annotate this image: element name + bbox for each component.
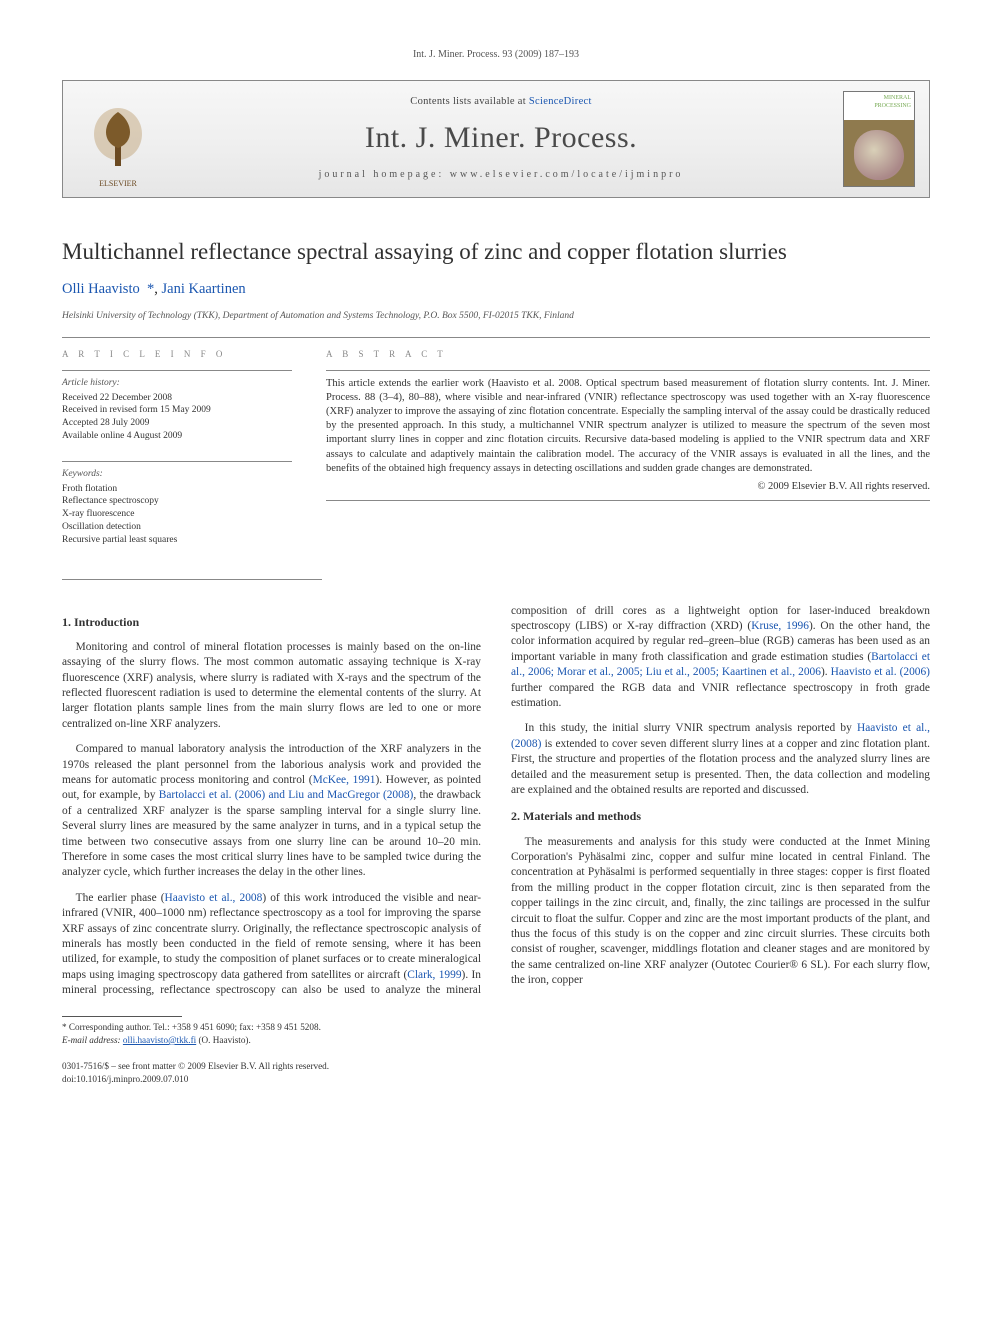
running-head: Int. J. Miner. Process. 93 (2009) 187–19… [62, 48, 930, 62]
sciencedirect-link[interactable]: ScienceDirect [529, 96, 592, 107]
abstract-text: This article extends the earlier work (H… [326, 377, 930, 476]
corresponding-footnote: * Corresponding author. Tel.: +358 9 451… [62, 1021, 930, 1046]
email-attribution: (O. Haavisto). [198, 1035, 250, 1045]
journal-cover-thumb: MINERAL PROCESSING [843, 91, 915, 187]
text-run: ). [821, 666, 831, 678]
corresponding-marker-icon: * [143, 281, 154, 297]
abstract-copyright: © 2009 Elsevier B.V. All rights reserved… [326, 480, 930, 494]
article-title: Multichannel reflectance spectral assayi… [62, 238, 930, 267]
keyword: Oscillation detection [62, 521, 292, 534]
section-heading-2: 2. Materials and methods [511, 808, 930, 824]
publisher-logo: ELSEVIER [63, 81, 173, 197]
body-paragraph: Compared to manual laboratory analysis t… [62, 742, 481, 881]
keywords-block: Keywords: Froth flotation Reflectance sp… [62, 468, 292, 547]
divider [326, 370, 930, 371]
cover-title: MINERAL PROCESSING [844, 92, 914, 120]
page-footer: 0301-7516/$ – see front matter © 2009 El… [62, 1060, 930, 1085]
keywords-label: Keywords: [62, 468, 292, 481]
publisher-name: ELSEVIER [99, 179, 137, 188]
history-item: Received in revised form 15 May 2009 [62, 404, 292, 417]
article-info-label: A R T I C L E I N F O [62, 348, 292, 360]
history-item: Accepted 28 July 2009 [62, 417, 292, 430]
abstract-label: A B S T R A C T [326, 348, 930, 360]
contents-available: Contents lists available at ScienceDirec… [173, 95, 829, 109]
footnote-text: Corresponding author. Tel.: +358 9 451 6… [69, 1022, 321, 1032]
front-matter-line: 0301-7516/$ – see front matter © 2009 El… [62, 1060, 930, 1072]
history-item: Received 22 December 2008 [62, 392, 292, 405]
keyword: X-ray fluorescence [62, 508, 292, 521]
email-label: E-mail address: [62, 1035, 121, 1045]
text-run: , the drawback of a centralized XRF anal… [62, 789, 481, 878]
affiliation: Helsinki University of Technology (TKK),… [62, 310, 930, 323]
contents-prefix: Contents lists available at [410, 96, 529, 107]
keyword: Recursive partial least squares [62, 534, 292, 547]
keyword: Reflectance spectroscopy [62, 495, 292, 508]
body-paragraph: Monitoring and control of mineral flotat… [62, 640, 481, 732]
article-history: Article history: Received 22 December 20… [62, 377, 292, 443]
divider [62, 461, 292, 462]
section-heading-1: 1. Introduction [62, 614, 481, 630]
homepage-prefix: journal homepage: [319, 169, 450, 180]
journal-name: Int. J. Miner. Process. [173, 118, 829, 159]
journal-homepage: journal homepage: www.elsevier.com/locat… [173, 168, 829, 182]
divider-short [62, 579, 322, 580]
doi-line: doi:10.1016/j.minpro.2009.07.010 [62, 1073, 930, 1085]
citation-link[interactable]: Haavisto et al., 2008 [165, 892, 263, 904]
body-paragraph: The measurements and analysis for this s… [511, 835, 930, 989]
author-2[interactable]: Jani Kaartinen [161, 281, 245, 297]
homepage-url: www.elsevier.com/locate/ijminpro [450, 169, 684, 180]
history-item: Available online 4 August 2009 [62, 430, 292, 443]
text-run: ) of this work introduced the visible an… [62, 892, 481, 981]
author-1[interactable]: Olli Haavisto [62, 281, 140, 297]
footnote-rule [62, 1016, 182, 1017]
citation-link[interactable]: Clark, 1999 [407, 969, 461, 981]
article-body: 1. Introduction Monitoring and control o… [62, 604, 930, 999]
author-list: Olli Haavisto *, Jani Kaartinen [62, 280, 930, 300]
citation-link[interactable]: McKee, 1991 [313, 774, 376, 786]
citation-link[interactable]: Kruse, 1996 [751, 620, 809, 632]
body-paragraph: In this study, the initial slurry VNIR s… [511, 721, 930, 798]
citation-link[interactable]: Haavisto et al. (2006) [831, 666, 930, 678]
divider [62, 370, 292, 371]
keyword: Froth flotation [62, 483, 292, 496]
elsevier-tree-icon: ELSEVIER [83, 104, 153, 189]
text-run: further compared the RGB data and VNIR r… [511, 682, 930, 709]
text-run: In this study, the initial slurry VNIR s… [525, 722, 857, 734]
divider [62, 337, 930, 338]
text-run: The earlier phase ( [76, 892, 165, 904]
history-label: Article history: [62, 377, 292, 390]
footnote-marker-icon: * [62, 1022, 67, 1032]
citation-link[interactable]: Bartolacci et al. (2006) and Liu and Mac… [159, 789, 414, 801]
divider [326, 500, 930, 501]
text-run: is extended to cover seven different slu… [511, 738, 930, 796]
corresponding-email-link[interactable]: olli.haavisto@tkk.fi [123, 1035, 196, 1045]
journal-banner: ELSEVIER Contents lists available at Sci… [62, 80, 930, 198]
